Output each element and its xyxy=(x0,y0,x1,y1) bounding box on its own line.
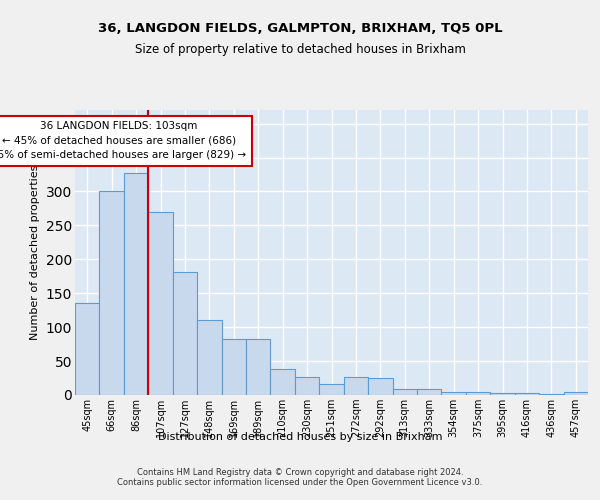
Text: Distribution of detached houses by size in Brixham: Distribution of detached houses by size … xyxy=(158,432,442,442)
Bar xyxy=(100,190,124,395)
Text: Contains HM Land Registry data © Crown copyright and database right 2024.
Contai: Contains HM Land Registry data © Crown c… xyxy=(118,468,482,487)
Bar xyxy=(319,384,344,395)
Bar xyxy=(466,392,490,395)
Bar xyxy=(295,376,319,395)
Bar xyxy=(368,378,392,395)
Bar xyxy=(75,304,100,395)
Bar xyxy=(563,392,588,395)
Bar xyxy=(221,338,246,395)
Bar xyxy=(271,369,295,395)
Bar xyxy=(148,212,173,395)
Bar xyxy=(246,338,271,395)
Bar xyxy=(539,394,563,395)
Bar xyxy=(124,173,148,395)
Bar xyxy=(417,389,442,395)
Bar xyxy=(392,389,417,395)
Text: Size of property relative to detached houses in Brixham: Size of property relative to detached ho… xyxy=(134,42,466,56)
Text: 36, LANGDON FIELDS, GALMPTON, BRIXHAM, TQ5 0PL: 36, LANGDON FIELDS, GALMPTON, BRIXHAM, T… xyxy=(98,22,502,36)
Bar xyxy=(490,393,515,395)
Bar xyxy=(515,393,539,395)
Y-axis label: Number of detached properties: Number of detached properties xyxy=(30,165,40,340)
Bar xyxy=(173,272,197,395)
Bar xyxy=(344,376,368,395)
Text: 36 LANGDON FIELDS: 103sqm
← 45% of detached houses are smaller (686)
55% of semi: 36 LANGDON FIELDS: 103sqm ← 45% of detac… xyxy=(0,120,247,160)
Bar xyxy=(197,320,221,395)
Bar xyxy=(442,392,466,395)
